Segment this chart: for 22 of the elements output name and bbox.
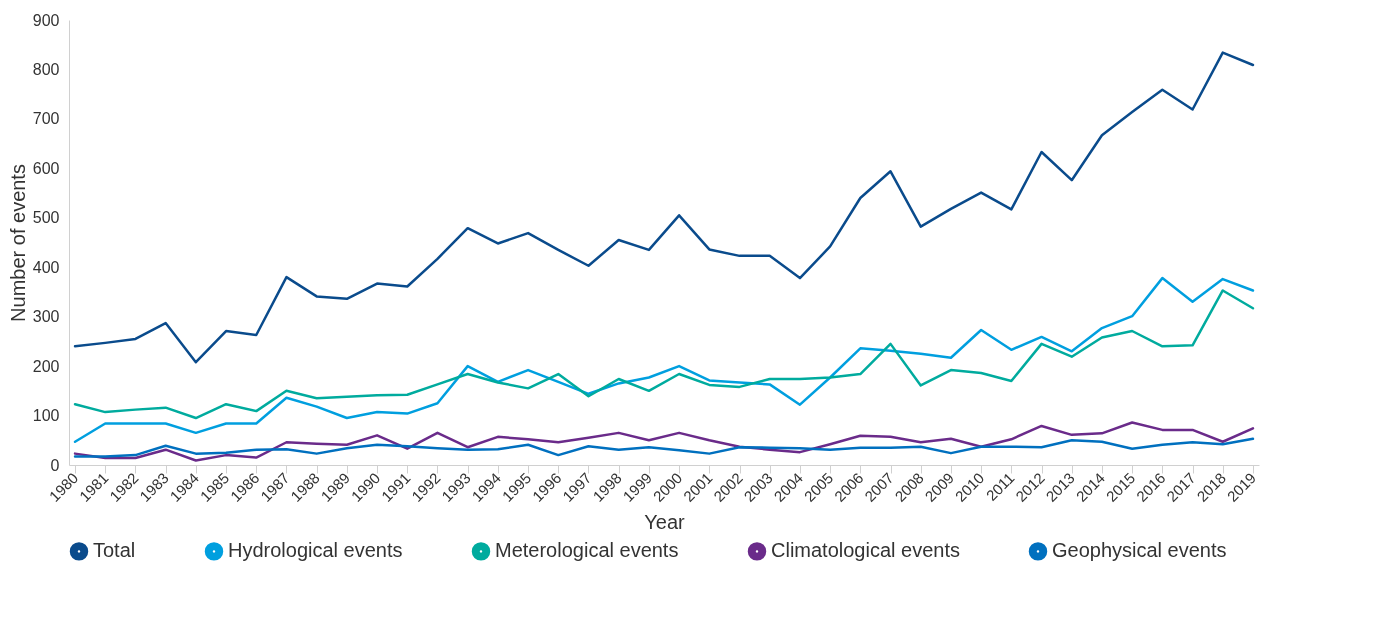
y-tick-label: 700	[32, 110, 60, 128]
legend-label: Geophysical events	[1052, 539, 1227, 562]
y-tick-label: 800	[32, 60, 60, 78]
y-tick-label: 900	[32, 11, 60, 29]
x-axis-title: Year	[644, 510, 686, 533]
y-tick-label: 400	[32, 258, 60, 276]
legend-label: Climatological events	[771, 539, 960, 562]
y-tick-label: 0	[50, 456, 60, 474]
y-tick-label: 500	[32, 209, 60, 227]
legend-label: Meterological events	[495, 539, 679, 562]
line-series	[73, 51, 1255, 364]
legend-label: Total	[93, 539, 136, 562]
y-tick-label: 600	[32, 159, 60, 177]
line-series	[73, 437, 1255, 458]
y-tick-label: 200	[32, 357, 60, 375]
y-tick-label: 100	[32, 407, 60, 425]
legend-label: Hydrological events	[228, 539, 403, 562]
y-axis-title: Number of events	[6, 164, 29, 322]
line-series	[73, 276, 1255, 444]
y-tick-label: 300	[32, 308, 60, 326]
line-series	[73, 289, 1255, 420]
line-series	[73, 421, 1255, 462]
